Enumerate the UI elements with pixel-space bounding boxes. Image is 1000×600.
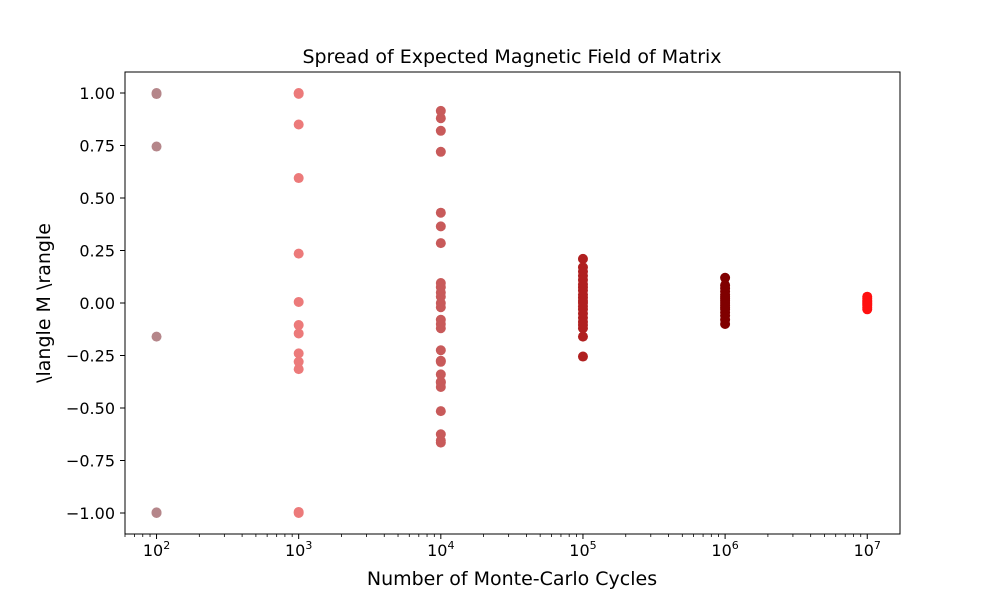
- data-point: [293, 248, 304, 259]
- data-point: [435, 382, 446, 392]
- data-point: [435, 105, 446, 116]
- data-point: [293, 506, 304, 517]
- y-tick-label: −0.50: [66, 399, 115, 418]
- y-tick-label: 0.75: [79, 137, 115, 156]
- x-tick-label: 105: [569, 539, 596, 560]
- data-point: [293, 173, 304, 184]
- data-point: [435, 369, 446, 380]
- data-point: [720, 319, 731, 329]
- data-point: [435, 221, 446, 232]
- data-point: [435, 302, 446, 313]
- x-tick-label: 107: [854, 539, 881, 560]
- data-point: [435, 437, 446, 448]
- data-point: [720, 272, 731, 283]
- data-point: [435, 323, 446, 334]
- data-point: [151, 331, 162, 342]
- x-axis-label: Number of Monte-Carlo Cycles: [367, 568, 657, 590]
- data-point: [435, 406, 446, 417]
- data-point: [435, 345, 446, 356]
- data-point: [577, 351, 588, 362]
- data-point: [435, 356, 446, 367]
- x-axis-ticks: 102 103 104 105 106 107: [124, 534, 881, 560]
- data-point: [151, 89, 162, 100]
- data-point: [293, 328, 304, 339]
- data-point: [435, 125, 446, 136]
- data-point: [293, 364, 304, 375]
- data-point: [293, 296, 304, 307]
- data-point: [577, 323, 588, 334]
- data-point: [151, 141, 162, 152]
- plot-area-frame: [124, 71, 901, 535]
- data-point: [577, 331, 588, 342]
- data-point: [435, 146, 446, 157]
- data-point: [151, 507, 162, 518]
- data-points: [151, 88, 873, 518]
- data-point: [862, 304, 873, 315]
- x-tick-label: 104: [427, 539, 454, 560]
- y-tick-label: 0.50: [79, 189, 115, 208]
- data-point: [293, 348, 304, 359]
- data-point: [293, 356, 304, 367]
- data-point: [293, 88, 304, 99]
- y-tick-label: 1.00: [79, 84, 115, 103]
- data-point: [577, 253, 588, 264]
- chart-title: Spread of Expected Magnetic Field of Mat…: [302, 46, 721, 68]
- data-point: [435, 238, 446, 249]
- y-tick-label: 0.25: [79, 242, 115, 261]
- data-point: [293, 320, 304, 331]
- data-point: [435, 207, 446, 218]
- y-axis-label: \langle M \rangle: [33, 223, 55, 383]
- x-tick-label: 103: [285, 539, 312, 560]
- y-tick-label: −0.25: [66, 347, 115, 366]
- x-tick-label: 106: [711, 539, 738, 560]
- data-point: [435, 113, 446, 124]
- y-axis-ticks: 1.00 0.75 0.50 0.25 0.00 −0.25 −0.50 −0.75 −1.00: [66, 84, 125, 523]
- y-tick-label: 0.00: [79, 294, 115, 313]
- y-tick-label: −1.00: [66, 504, 115, 523]
- data-point: [293, 119, 304, 130]
- y-tick-label: −0.75: [66, 452, 115, 471]
- x-tick-label: 102: [143, 539, 170, 560]
